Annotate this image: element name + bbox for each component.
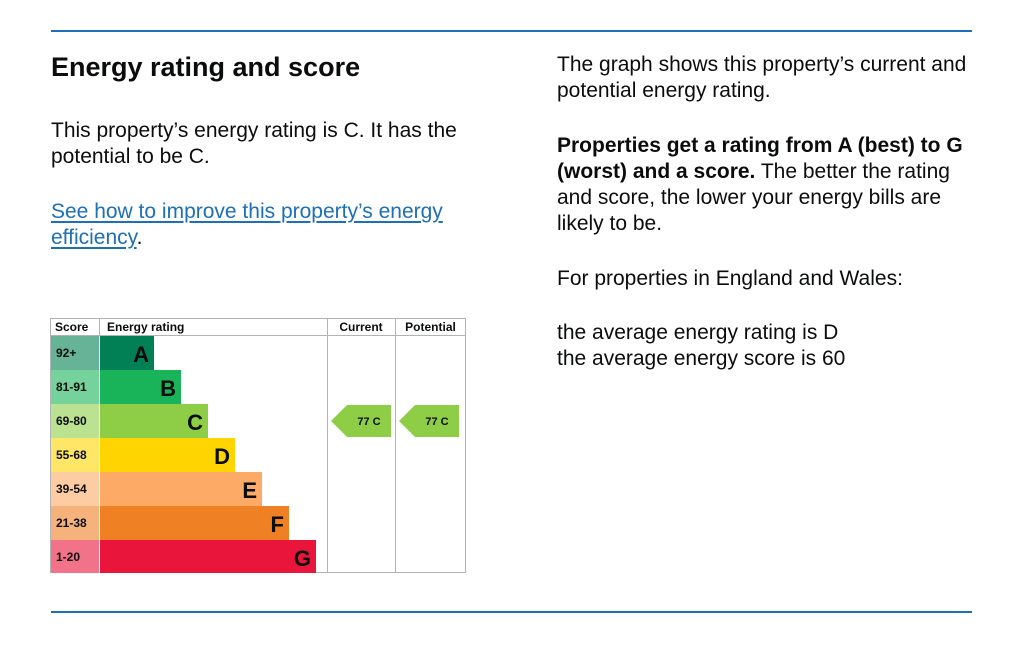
link-suffix: . (136, 226, 143, 249)
rating-letter-d: D (214, 444, 230, 469)
rating-explanation: The graph shows this property’s current … (557, 52, 977, 372)
current-rating-label: 77 C (357, 416, 380, 428)
score-range-label: 81-91 (56, 380, 87, 394)
potential-rating-label: 77 C (425, 416, 448, 428)
score-range-label: 92+ (56, 346, 76, 360)
current-rating-arrow (331, 405, 391, 437)
score-range-cell (51, 472, 99, 506)
rating-scale-description: Properties get a rating from A (best) to… (557, 133, 977, 237)
rating-intro: This property’s energy rating is C. It h… (51, 119, 457, 168)
rating-bar-b (100, 370, 181, 404)
header-current: Current (339, 320, 382, 334)
rating-letter-g: G (294, 546, 311, 571)
rating-bar-g (100, 540, 316, 573)
bottom-divider (51, 611, 972, 613)
score-range-label: 21-38 (56, 516, 87, 530)
rating-letter-e: E (242, 478, 257, 503)
score-range-cell (51, 438, 99, 472)
score-range-cell (51, 540, 99, 573)
graph-description: The graph shows this property’s current … (557, 53, 967, 102)
rating-bar-a (100, 336, 154, 370)
energy-rating-chart: Score Energy rating Current Potential 92+ A 81… (50, 318, 466, 573)
page-title: Energy rating and score (51, 52, 361, 82)
rating-letter-f: F (271, 512, 284, 537)
rating-letter-a: A (133, 342, 149, 367)
top-divider (51, 30, 972, 32)
average-score: the average energy score is 60 (557, 347, 846, 370)
score-range-cell (51, 506, 99, 540)
score-range-label: 69-80 (56, 414, 87, 428)
score-range-label: 55-68 (56, 448, 87, 462)
rating-bar-c (100, 404, 208, 438)
header-energy-rating: Energy rating (107, 320, 184, 334)
score-range-cell (51, 370, 99, 404)
header-potential: Potential (405, 320, 456, 334)
score-range-cell (51, 404, 99, 438)
rating-letter-b: B (160, 376, 176, 401)
potential-rating-arrow (399, 405, 459, 437)
score-range-label: 1-20 (56, 550, 80, 564)
region-label: For properties in England and Wales: (557, 267, 903, 290)
score-range-label: 39-54 (56, 482, 87, 496)
rating-scale-bold: Properties get a rating from A (best) to… (557, 134, 963, 183)
header-score: Score (55, 320, 89, 334)
rating-bar-f (100, 506, 289, 540)
energy-rating-graph: Score Energy rating Current Potential 92+ A 81… (50, 318, 466, 573)
rating-summary: Energy rating and score This property’s … (51, 50, 511, 251)
rating-letter-c: C (187, 410, 203, 435)
score-range-cell (51, 336, 99, 370)
average-rating: the average energy rating is D (557, 321, 839, 344)
rating-bar-d (100, 438, 235, 472)
improve-paragraph: See how to improve this property’s energ… (51, 199, 511, 251)
rating-scale-rest: The better the rating and score, the low… (557, 160, 950, 235)
improve-efficiency-link[interactable]: See how to improve this property’s energ… (51, 200, 443, 249)
rating-bar-e (100, 472, 262, 506)
